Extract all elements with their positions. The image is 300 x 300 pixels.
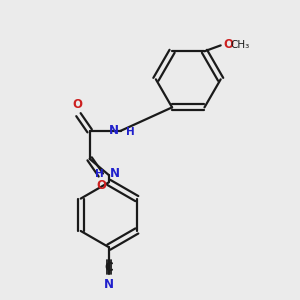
Text: H: H xyxy=(95,169,103,178)
Text: N: N xyxy=(109,124,119,137)
Text: O: O xyxy=(224,38,234,51)
Text: N: N xyxy=(110,167,120,180)
Text: N: N xyxy=(104,278,114,291)
Text: CH₃: CH₃ xyxy=(230,40,250,50)
Text: H: H xyxy=(126,127,135,137)
Text: O: O xyxy=(73,98,82,111)
Text: C: C xyxy=(104,261,113,274)
Text: O: O xyxy=(97,178,107,192)
